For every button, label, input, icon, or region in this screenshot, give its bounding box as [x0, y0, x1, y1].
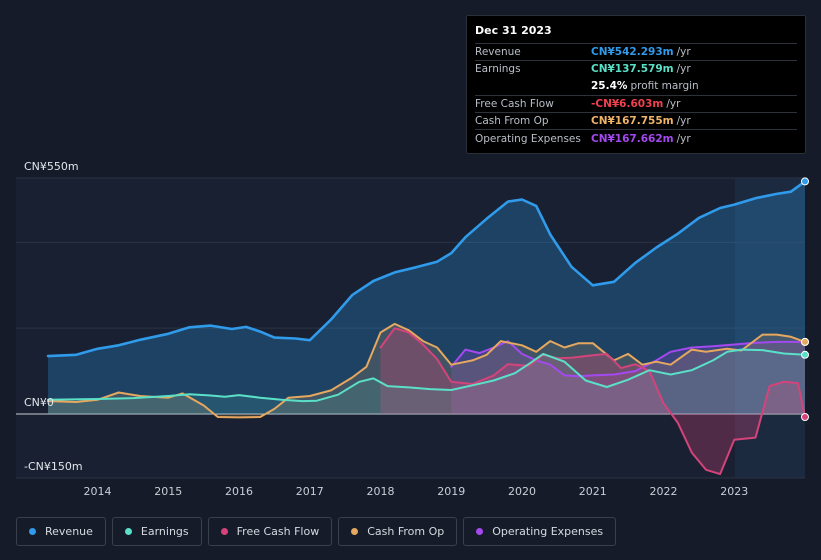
tooltip-row: Revenue CN¥542.293m/yr — [475, 43, 797, 60]
tooltip-row: Earnings CN¥137.579m/yr — [475, 60, 797, 77]
y-axis-label-top: CN¥550m — [24, 160, 79, 173]
x-tick-label: 2020 — [502, 485, 542, 498]
legend-label-free-cash-flow: Free Cash Flow — [237, 525, 320, 538]
tooltip-row: Cash From Op CN¥167.755m/yr — [475, 112, 797, 129]
legend-label-operating-expenses: Operating Expenses — [492, 525, 603, 538]
tooltip-row-label: Cash From Op — [475, 115, 591, 127]
legend-earnings[interactable]: Earnings — [112, 517, 202, 546]
legend-operating-expenses[interactable]: Operating Expenses — [463, 517, 616, 546]
tooltip-row-label: Earnings — [475, 63, 591, 75]
tooltip-row-label: Revenue — [475, 46, 591, 58]
x-tick-label: 2014 — [78, 485, 118, 498]
tooltip-row-unit: /yr — [666, 98, 680, 110]
legend-cash-from-op[interactable]: Cash From Op — [338, 517, 457, 546]
free-cash-flow-end-point — [802, 414, 809, 421]
tooltip-row-unit: /yr — [677, 115, 691, 127]
operating-expenses-dot-icon — [476, 528, 483, 535]
tooltip-row-unit: profit margin — [630, 80, 698, 92]
tooltip-row-value: -CN¥6.603m — [591, 98, 663, 110]
tooltip-row-value: CN¥167.755m — [591, 115, 674, 127]
tooltip-row: Operating Expenses CN¥167.662m/yr — [475, 129, 797, 146]
revenue-dot-icon — [29, 528, 36, 535]
legend-label-revenue: Revenue — [45, 525, 93, 538]
earnings-dot-icon — [125, 528, 132, 535]
x-tick-label: 2021 — [573, 485, 613, 498]
cash-from-op-dot-icon — [351, 528, 358, 535]
cash-from-op-end-point — [802, 338, 809, 345]
tooltip-row-label: Free Cash Flow — [475, 98, 591, 110]
x-tick-label: 2017 — [290, 485, 330, 498]
legend-revenue[interactable]: Revenue — [16, 517, 106, 546]
earnings-end-point — [802, 351, 809, 358]
y-axis-label-zero: CN¥0 — [24, 396, 54, 409]
tooltip-row: 25.4% profit margin — [475, 78, 797, 95]
tooltip-row-value: CN¥542.293m — [591, 46, 674, 58]
free-cash-flow-dot-icon — [221, 528, 228, 535]
x-tick-label: 2018 — [361, 485, 401, 498]
x-tick-label: 2023 — [714, 485, 754, 498]
x-tick-label: 2022 — [644, 485, 684, 498]
legend-label-earnings: Earnings — [141, 525, 189, 538]
tooltip-date: Dec 31 2023 — [475, 24, 797, 37]
data-tooltip: Dec 31 2023 Revenue CN¥542.293m/yr Earning… — [466, 15, 806, 154]
tooltip-row-unit: /yr — [677, 63, 691, 75]
tooltip-row-value: CN¥137.579m — [591, 63, 674, 75]
tooltip-row-unit: /yr — [677, 46, 691, 58]
tooltip-row-value: CN¥167.662m — [591, 133, 674, 145]
tooltip-row-label: Operating Expenses — [475, 133, 591, 145]
legend-label-cash-from-op: Cash From Op — [367, 525, 444, 538]
revenue-end-point — [802, 178, 809, 185]
tooltip-row-value: 25.4% — [591, 80, 627, 92]
tooltip-row-unit: /yr — [677, 133, 691, 145]
legend: Revenue Earnings Free Cash Flow Cash Fro… — [16, 517, 616, 546]
x-tick-label: 2016 — [219, 485, 259, 498]
tooltip-row: Free Cash Flow -CN¥6.603m/yr — [475, 95, 797, 112]
legend-free-cash-flow[interactable]: Free Cash Flow — [208, 517, 333, 546]
x-tick-label: 2015 — [148, 485, 188, 498]
x-tick-label: 2019 — [431, 485, 471, 498]
y-axis-label-bottom: -CN¥150m — [24, 460, 83, 473]
